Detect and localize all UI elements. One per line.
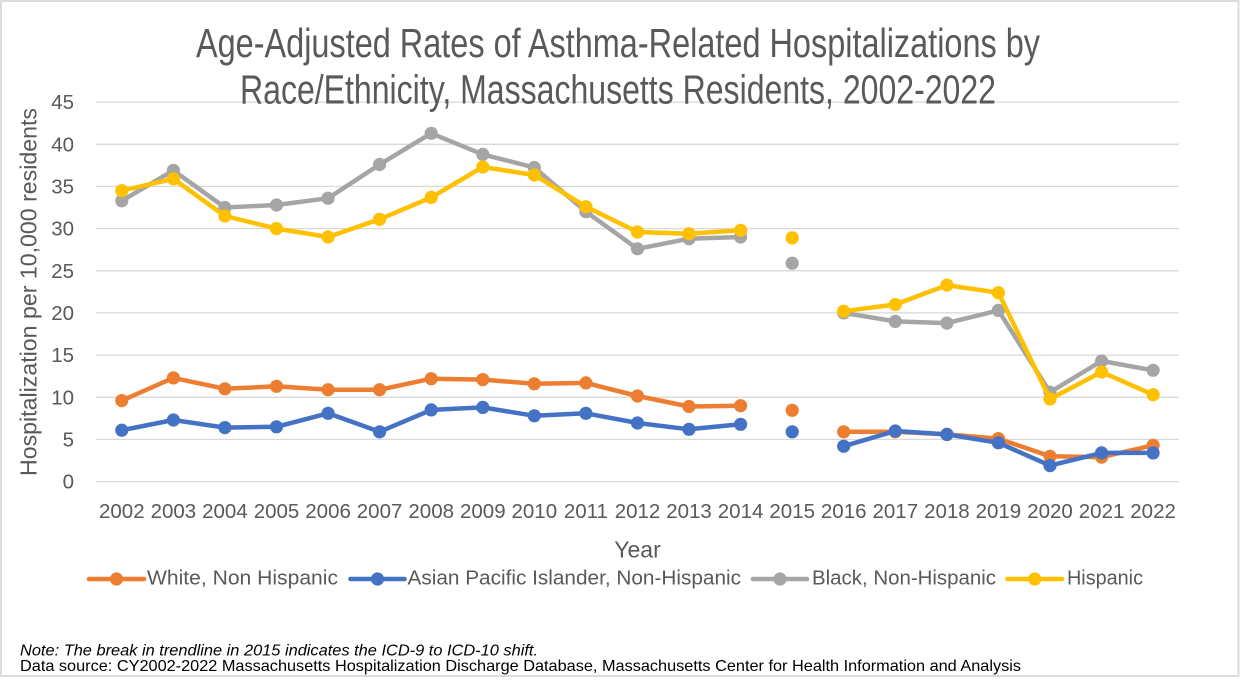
svg-text:2016: 2016 xyxy=(821,500,867,523)
svg-text:2021: 2021 xyxy=(1079,500,1125,523)
svg-text:2005: 2005 xyxy=(254,500,300,523)
svg-text:20: 20 xyxy=(51,302,74,325)
svg-text:35: 35 xyxy=(51,175,74,198)
svg-text:2009: 2009 xyxy=(460,500,506,523)
svg-text:2022: 2022 xyxy=(1130,500,1176,523)
svg-text:45: 45 xyxy=(51,91,74,114)
svg-text:Hispanic: Hispanic xyxy=(1067,568,1143,590)
svg-text:2003: 2003 xyxy=(151,500,197,523)
svg-text:10: 10 xyxy=(51,386,74,409)
svg-text:2020: 2020 xyxy=(1027,500,1073,523)
svg-text:Asian Pacific Islander, Non-Hi: Asian Pacific Islander, Non-Hispanic xyxy=(408,568,742,590)
svg-text:5: 5 xyxy=(63,428,74,451)
svg-text:2019: 2019 xyxy=(976,500,1022,523)
svg-text:2015: 2015 xyxy=(769,500,815,523)
svg-text:2007: 2007 xyxy=(357,500,403,523)
svg-text:2013: 2013 xyxy=(666,500,712,523)
svg-text:25: 25 xyxy=(51,260,74,283)
svg-text:Year: Year xyxy=(614,537,661,563)
svg-text:White, Non Hispanic: White, Non Hispanic xyxy=(147,568,338,590)
svg-text:Race/Ethnicity, Massachusetts: Race/Ethnicity, Massachusetts Residents,… xyxy=(240,67,996,113)
svg-text:2002: 2002 xyxy=(99,500,145,523)
svg-text:Hospitalization per 10,000 res: Hospitalization per 10,000 residents xyxy=(16,108,42,476)
svg-text:15: 15 xyxy=(51,344,74,367)
svg-text:Black, Non-Hispanic: Black, Non-Hispanic xyxy=(812,568,996,590)
svg-text:2008: 2008 xyxy=(408,500,454,523)
svg-text:2017: 2017 xyxy=(872,500,918,523)
svg-text:2012: 2012 xyxy=(615,500,661,523)
svg-text:Note: The break in trendline i: Note: The break in trendline in 2015 ind… xyxy=(20,643,538,660)
svg-text:2010: 2010 xyxy=(511,500,557,523)
svg-text:2004: 2004 xyxy=(202,500,248,523)
svg-text:Data source: CY2002-2022 Massa: Data source: CY2002-2022 Massachusetts H… xyxy=(20,658,1021,675)
svg-text:0: 0 xyxy=(63,471,74,494)
svg-text:30: 30 xyxy=(51,218,74,241)
svg-text:2014: 2014 xyxy=(718,500,764,523)
svg-text:2011: 2011 xyxy=(564,500,608,523)
svg-text:2006: 2006 xyxy=(305,500,351,523)
svg-text:2018: 2018 xyxy=(924,500,970,523)
svg-text:40: 40 xyxy=(51,133,74,156)
svg-text:Age-Adjusted Rates of Asthma-R: Age-Adjusted Rates of Asthma-Related Hos… xyxy=(196,20,1040,66)
